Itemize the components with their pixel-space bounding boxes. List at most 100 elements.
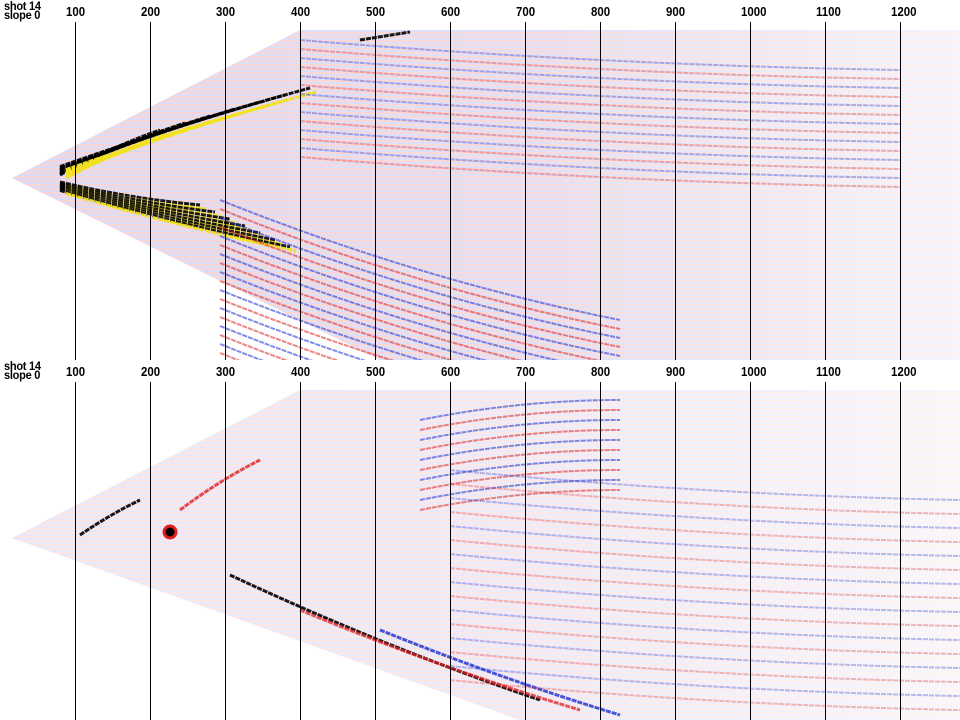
offset-gridline	[75, 382, 76, 720]
offset-tick-label: 500	[366, 364, 386, 379]
offset-gridline	[825, 22, 826, 360]
reflection-band	[219, 199, 621, 321]
slope-label: slope 0	[4, 368, 41, 382]
reflection-band	[449, 595, 960, 627]
reflection-band	[419, 399, 621, 421]
offset-tick-label: 200	[141, 364, 161, 379]
offset-gridline	[525, 382, 526, 720]
reflection-band	[449, 581, 960, 613]
offset-tick-label: 600	[441, 364, 461, 379]
offset-tick-label: 1000	[741, 4, 767, 19]
reflection-band	[449, 567, 960, 599]
reflection-band	[219, 217, 621, 339]
offset-tick-label: 900	[666, 364, 686, 379]
reflection-band	[219, 280, 455, 360]
reflection-band	[449, 469, 960, 501]
reflection-band	[449, 679, 960, 711]
reflection-band	[449, 623, 960, 655]
offset-tick-label: 300	[216, 4, 236, 19]
reflection-band	[219, 208, 621, 330]
wavefront-upper	[359, 30, 411, 42]
reflection-band	[449, 483, 960, 515]
reflection-band	[219, 235, 621, 357]
offset-tick-label: 1100	[816, 364, 841, 379]
offset-tick-label: 1200	[891, 364, 917, 379]
reflection-band	[449, 525, 960, 557]
reflection-band	[219, 262, 523, 360]
seismic-panel-top: shot 14 slope 0 100 200 300 400 500 600 …	[4, 0, 960, 360]
reflection-band	[219, 334, 289, 360]
offset-tick-label: 400	[291, 4, 311, 19]
reflection-band	[419, 409, 621, 431]
reflection-band	[449, 651, 960, 683]
reflection-band	[219, 298, 395, 360]
offset-gridline	[150, 382, 151, 720]
offset-tick-label: 1100	[816, 4, 841, 19]
offset-gridline	[600, 382, 601, 720]
reflection-band	[219, 271, 488, 360]
diffraction-point	[162, 524, 178, 540]
reflection-band	[219, 253, 560, 360]
offset-gridline	[450, 382, 451, 720]
offset-gridline	[675, 382, 676, 720]
reflection-band	[449, 665, 960, 697]
reflection-band	[449, 609, 960, 641]
shot-label: shot 14	[4, 360, 41, 373]
reflection-band	[419, 449, 621, 471]
event-blue	[379, 628, 621, 717]
reflection-band	[219, 325, 314, 360]
offset-gridline	[900, 22, 901, 360]
event-red	[179, 458, 261, 512]
offset-tick-label: 100	[66, 364, 86, 379]
reflection-band	[449, 637, 960, 669]
reflection-band	[449, 539, 960, 571]
slope-label: slope 0	[4, 8, 41, 22]
offset-gridline	[750, 22, 751, 360]
offset-tick-label: 900	[666, 4, 686, 19]
reflection-band	[219, 316, 340, 360]
offset-tick-label: 700	[516, 364, 536, 379]
seismic-image-bottom	[12, 390, 960, 720]
offset-gridline	[300, 22, 301, 360]
reflection-band	[419, 419, 621, 441]
wavefront-lower	[59, 181, 216, 214]
reflection-band	[419, 489, 621, 511]
seismic-image-top	[12, 30, 960, 360]
offset-gridline	[150, 22, 151, 360]
offset-gridline	[300, 382, 301, 720]
event-red	[299, 608, 581, 712]
offset-tick-label: 1200	[891, 4, 917, 19]
offset-gridline	[675, 22, 676, 360]
reflection-band	[219, 226, 621, 348]
offset-gridline	[825, 382, 826, 720]
reflection-band	[419, 429, 621, 451]
offset-tick-label: 600	[441, 4, 461, 19]
wavefront-upper	[65, 90, 317, 172]
offset-tick-label: 100	[66, 4, 86, 19]
offset-gridline	[900, 382, 901, 720]
offset-tick-label: 1000	[741, 364, 767, 379]
offset-gridline	[525, 22, 526, 360]
event-dark	[79, 498, 141, 537]
offset-gridline	[375, 382, 376, 720]
offset-tick-label: 800	[591, 4, 611, 19]
offset-tick-label: 700	[516, 4, 536, 19]
offset-tick-label: 500	[366, 4, 386, 19]
reflection-band	[219, 289, 424, 360]
offset-gridline	[75, 22, 76, 360]
seismic-panel-bottom: shot 14 slope 0 100 200 300 400 500 600 …	[0, 360, 960, 720]
shot-label: shot 14	[4, 0, 41, 13]
offset-tick-label: 200	[141, 4, 161, 19]
reflection-band	[419, 479, 621, 501]
offset-gridline	[450, 22, 451, 360]
wavefront-lower	[59, 188, 291, 249]
reflection-band	[449, 553, 960, 585]
reflection-band	[419, 439, 621, 461]
offset-gridline	[225, 22, 226, 360]
seismic-events-bottom	[79, 399, 960, 717]
offset-tick-label: 800	[591, 364, 611, 379]
offset-tick-label: 300	[216, 364, 236, 379]
reflection-band	[449, 497, 960, 529]
offset-gridline	[750, 382, 751, 720]
reflection-band	[219, 244, 601, 360]
